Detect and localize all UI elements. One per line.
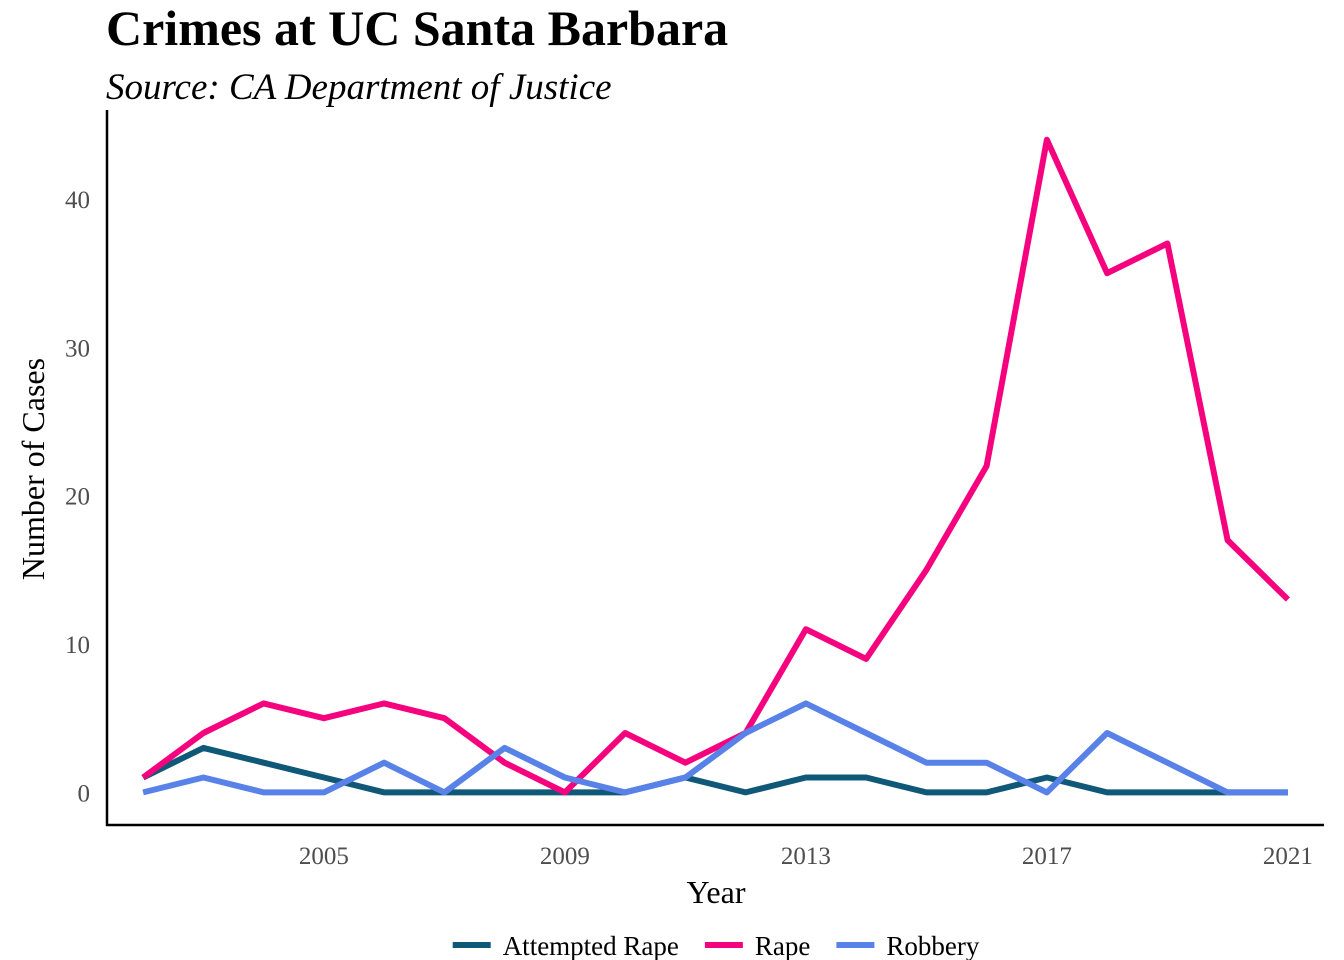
y-tick-label: 20: [65, 484, 90, 511]
y-tick-labels: 0 10 20 30 40: [65, 187, 90, 807]
legend-label-attempted-rape: Attempted Rape: [503, 931, 679, 960]
y-tick-label: 30: [65, 335, 90, 362]
series-line-robbery: [142, 700, 1288, 796]
chart-subtitle: Source: CA Department of Justice: [106, 67, 612, 108]
series-line-rape: [141, 136, 1291, 796]
legend-label-rape: Rape: [755, 931, 810, 960]
series-layer: [141, 136, 1291, 796]
series-line-attempted-rape: [141, 744, 1288, 796]
x-tick-label: 2021: [1263, 843, 1313, 870]
legend: Attempted Rape Rape Robbery: [452, 931, 980, 960]
y-tick-label: 40: [65, 187, 90, 214]
chart-title: Crimes at UC Santa Barbara: [106, 0, 729, 56]
x-tick-label: 2017: [1022, 843, 1072, 870]
x-axis-title: Year: [687, 874, 746, 910]
legend-label-robbery: Robbery: [886, 931, 979, 960]
y-tick-label: 0: [78, 780, 91, 807]
x-tick-label: 2005: [299, 843, 349, 870]
y-axis-title: Number of Cases: [15, 358, 51, 580]
x-tick-label: 2009: [540, 843, 590, 870]
x-tick-label: 2013: [781, 843, 831, 870]
y-tick-label: 10: [65, 632, 90, 659]
x-tick-labels: 2005 2009 2013 2017 2021: [299, 843, 1313, 870]
